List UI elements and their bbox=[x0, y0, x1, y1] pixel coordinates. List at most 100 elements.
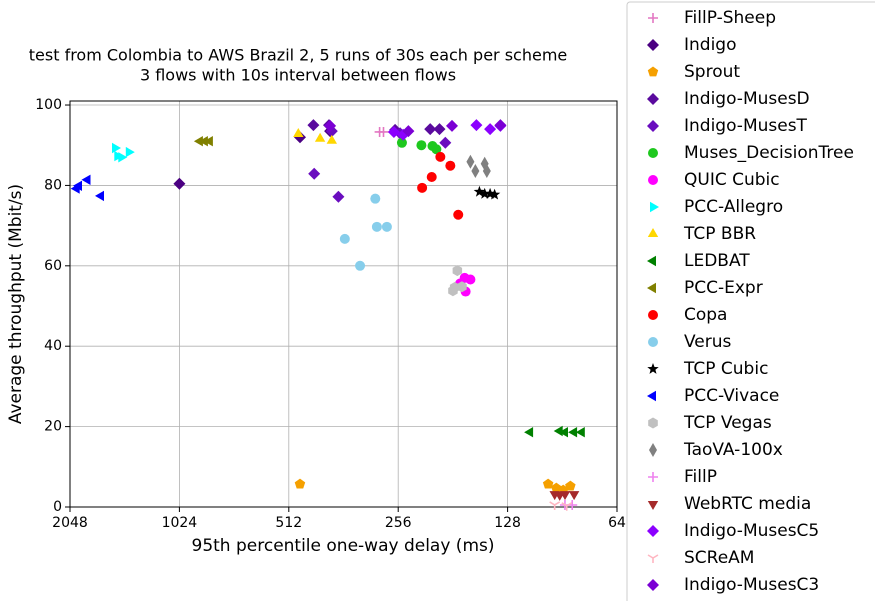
point bbox=[173, 177, 186, 190]
point bbox=[426, 171, 437, 182]
legend-label: WebRTC media bbox=[684, 494, 811, 514]
legend-label: SCReAM bbox=[684, 548, 754, 568]
point bbox=[73, 180, 82, 191]
y-tick-label: 60 bbox=[44, 258, 62, 274]
point bbox=[457, 281, 467, 293]
point bbox=[402, 125, 415, 138]
point bbox=[439, 136, 452, 149]
legend-label: FillP bbox=[684, 467, 717, 487]
point bbox=[95, 190, 104, 202]
x-tick-label: 512 bbox=[275, 515, 302, 531]
legend-marker bbox=[647, 282, 656, 294]
point bbox=[424, 123, 437, 136]
legend-marker bbox=[647, 525, 659, 537]
legend-marker bbox=[648, 148, 658, 158]
point bbox=[308, 167, 321, 180]
point bbox=[449, 282, 460, 293]
point bbox=[81, 174, 91, 185]
point bbox=[446, 119, 458, 132]
legend-marker bbox=[648, 310, 658, 320]
point bbox=[553, 425, 563, 437]
point bbox=[549, 501, 561, 510]
point bbox=[465, 274, 476, 285]
point bbox=[370, 193, 381, 204]
legend-label: FillP-Sheep bbox=[684, 8, 776, 28]
point bbox=[324, 119, 337, 132]
legend-marker bbox=[648, 337, 658, 347]
legend-marker bbox=[647, 501, 659, 510]
legend-marker bbox=[648, 13, 658, 23]
point bbox=[568, 427, 578, 438]
legend-marker bbox=[647, 363, 659, 374]
legend-marker bbox=[647, 228, 659, 237]
point bbox=[435, 151, 446, 162]
legend-label: Copa bbox=[684, 305, 727, 325]
y-tick-label: 0 bbox=[53, 499, 62, 515]
legend-label: Indigo-MusesC5 bbox=[684, 521, 819, 541]
legend-marker bbox=[647, 39, 659, 51]
legend-label: QUIC Cubic bbox=[684, 170, 780, 190]
legend-label: TCP BBR bbox=[683, 224, 756, 244]
point bbox=[482, 163, 491, 178]
point bbox=[193, 136, 203, 147]
point bbox=[381, 221, 392, 232]
legend-marker bbox=[647, 255, 656, 267]
legend-label: Sprout bbox=[684, 62, 740, 82]
point bbox=[575, 427, 585, 438]
legend-marker bbox=[648, 175, 658, 185]
legend-label: Indigo bbox=[684, 35, 737, 55]
legend-label: PCC-Expr bbox=[684, 278, 763, 298]
legend-label: Muses_DecisionTree bbox=[684, 143, 854, 163]
y-tick-label: 20 bbox=[44, 419, 62, 435]
point bbox=[473, 185, 486, 197]
x-tick-label: 128 bbox=[494, 515, 521, 531]
point bbox=[203, 136, 213, 147]
point bbox=[355, 260, 366, 271]
point bbox=[542, 478, 554, 489]
point bbox=[471, 163, 480, 178]
point bbox=[568, 491, 580, 501]
point bbox=[466, 154, 475, 169]
point bbox=[488, 188, 501, 200]
point bbox=[339, 233, 350, 244]
point bbox=[307, 119, 320, 132]
legend-marker bbox=[647, 390, 656, 402]
legend-marker bbox=[648, 472, 658, 482]
point bbox=[559, 491, 571, 501]
point bbox=[387, 126, 400, 138]
point bbox=[326, 134, 337, 144]
legend-label: TCP Vegas bbox=[683, 413, 772, 433]
point bbox=[431, 144, 442, 155]
y-tick-label: 100 bbox=[35, 97, 62, 113]
legend-marker bbox=[647, 120, 659, 132]
point bbox=[470, 119, 483, 132]
x-tick-label: 256 bbox=[385, 515, 412, 531]
legend-label: TaoVA-100x bbox=[683, 440, 783, 460]
legend-marker bbox=[648, 417, 658, 429]
point bbox=[198, 136, 208, 147]
legend-label: Indigo-MusesT bbox=[684, 116, 808, 136]
legend-marker bbox=[650, 201, 659, 213]
point bbox=[371, 221, 382, 232]
point bbox=[314, 132, 326, 142]
point bbox=[293, 128, 304, 137]
point bbox=[479, 187, 491, 199]
legend-marker bbox=[647, 93, 659, 105]
point bbox=[378, 126, 389, 137]
x-tick-label: 64 bbox=[608, 515, 626, 531]
point bbox=[452, 265, 463, 277]
point bbox=[494, 119, 507, 132]
legend-label: PCC-Vivace bbox=[684, 386, 779, 406]
point bbox=[559, 427, 568, 438]
legend-label: Verus bbox=[684, 332, 732, 352]
point bbox=[125, 146, 135, 158]
y-tick-label: 80 bbox=[44, 177, 62, 193]
point bbox=[561, 502, 573, 511]
point bbox=[524, 427, 534, 438]
point bbox=[433, 123, 446, 136]
legend-label: TCP Cubic bbox=[683, 359, 768, 379]
legend-box bbox=[626, 1, 875, 601]
x-axis-label: 95th percentile one-way delay (ms) bbox=[192, 536, 495, 556]
point bbox=[332, 190, 345, 203]
